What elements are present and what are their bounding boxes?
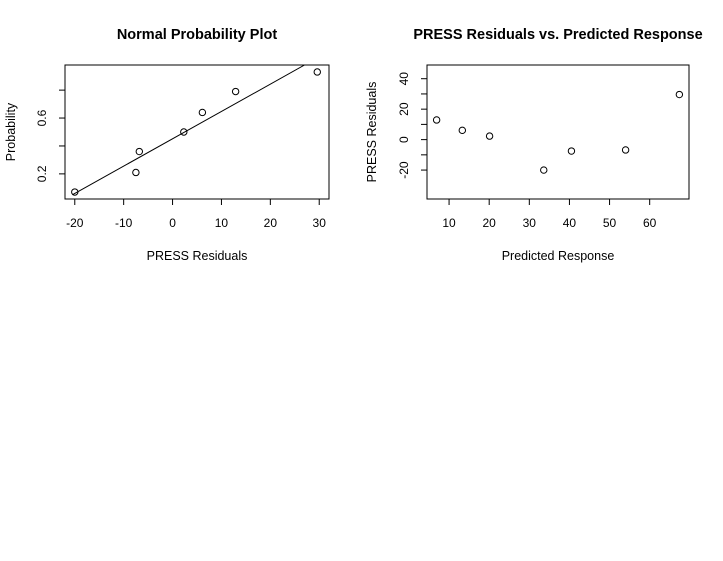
y-axis-label: Probability [4, 102, 18, 161]
y-tick-label: 0.2 [35, 165, 49, 182]
y-tick-label: 20 [397, 102, 411, 116]
x-tick-label: -10 [115, 216, 133, 230]
x-tick-label: 40 [563, 216, 577, 230]
chart-title: Normal Probability Plot [117, 27, 277, 43]
x-tick-label: 30 [523, 216, 537, 230]
data-point-7 [675, 90, 684, 99]
y-axis: -20 0 20 40 [397, 72, 428, 179]
data-point-7 [313, 68, 321, 76]
x-axis-label: Predicted Response [502, 249, 615, 263]
x-tick-label: 30 [313, 216, 327, 230]
x-tick-label: 10 [215, 216, 229, 230]
data-point-4 [540, 166, 548, 174]
data-point-6 [621, 146, 630, 154]
data-point-2 [132, 168, 140, 177]
plot-frame [64, 64, 330, 200]
data-point-3 [485, 132, 494, 140]
x-tick-label: 20 [483, 216, 497, 230]
data-point-2 [458, 126, 467, 135]
x-axis-label: PRESS Residuals [147, 249, 248, 263]
data-points [432, 90, 684, 174]
x-axis: -20 -10 0 10 20 30 [66, 198, 327, 230]
y-tick-label: 0 [397, 136, 411, 143]
x-tick-label: -20 [66, 216, 84, 230]
data-point-5 [567, 147, 576, 155]
data-point-1 [71, 188, 79, 196]
data-point-5 [198, 108, 207, 117]
y-tick-label: -20 [397, 161, 411, 179]
reference-line [72, 65, 305, 196]
chart-title: PRESS Residuals vs. Predicted Response [413, 27, 702, 43]
x-tick-label: 50 [603, 216, 617, 230]
x-tick-label: 0 [169, 216, 176, 230]
normal-probability-plot-panel: Normal Probability Plot -20 -10 0 10 20 30 0.… [4, 27, 330, 263]
x-tick-label: 60 [643, 216, 657, 230]
y-axis: 0.2 0.6 [35, 89, 66, 182]
y-axis-label: PRESS Residuals [365, 82, 379, 183]
data-points [71, 68, 321, 196]
x-tick-label: 10 [442, 216, 456, 230]
y-tick-label: 0.6 [35, 109, 49, 126]
x-axis: 10 20 30 40 50 60 [442, 198, 657, 230]
data-point-1 [432, 116, 441, 124]
data-point-3 [135, 147, 144, 156]
y-tick-label: 40 [397, 72, 411, 86]
data-point-4 [180, 128, 188, 136]
press-vs-predicted-panel: PRESS Residuals vs. Predicted Response 1… [365, 27, 703, 263]
data-point-6 [231, 87, 240, 96]
x-tick-label: 20 [264, 216, 278, 230]
plot-frame [426, 64, 690, 200]
